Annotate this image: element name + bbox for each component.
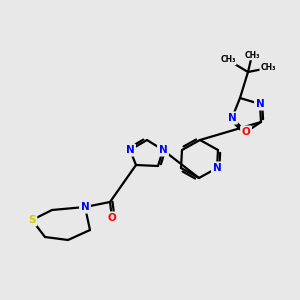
Text: N: N <box>159 145 167 155</box>
Text: N: N <box>228 113 236 123</box>
Text: N: N <box>126 145 134 155</box>
Text: CH₃: CH₃ <box>244 50 260 59</box>
Text: N: N <box>81 202 89 212</box>
Text: CH₃: CH₃ <box>260 64 276 73</box>
Text: N: N <box>213 163 221 173</box>
Text: N: N <box>256 99 264 109</box>
Text: O: O <box>242 127 250 137</box>
Text: S: S <box>28 215 36 225</box>
Text: CH₃: CH₃ <box>220 56 236 64</box>
Text: O: O <box>108 213 116 223</box>
